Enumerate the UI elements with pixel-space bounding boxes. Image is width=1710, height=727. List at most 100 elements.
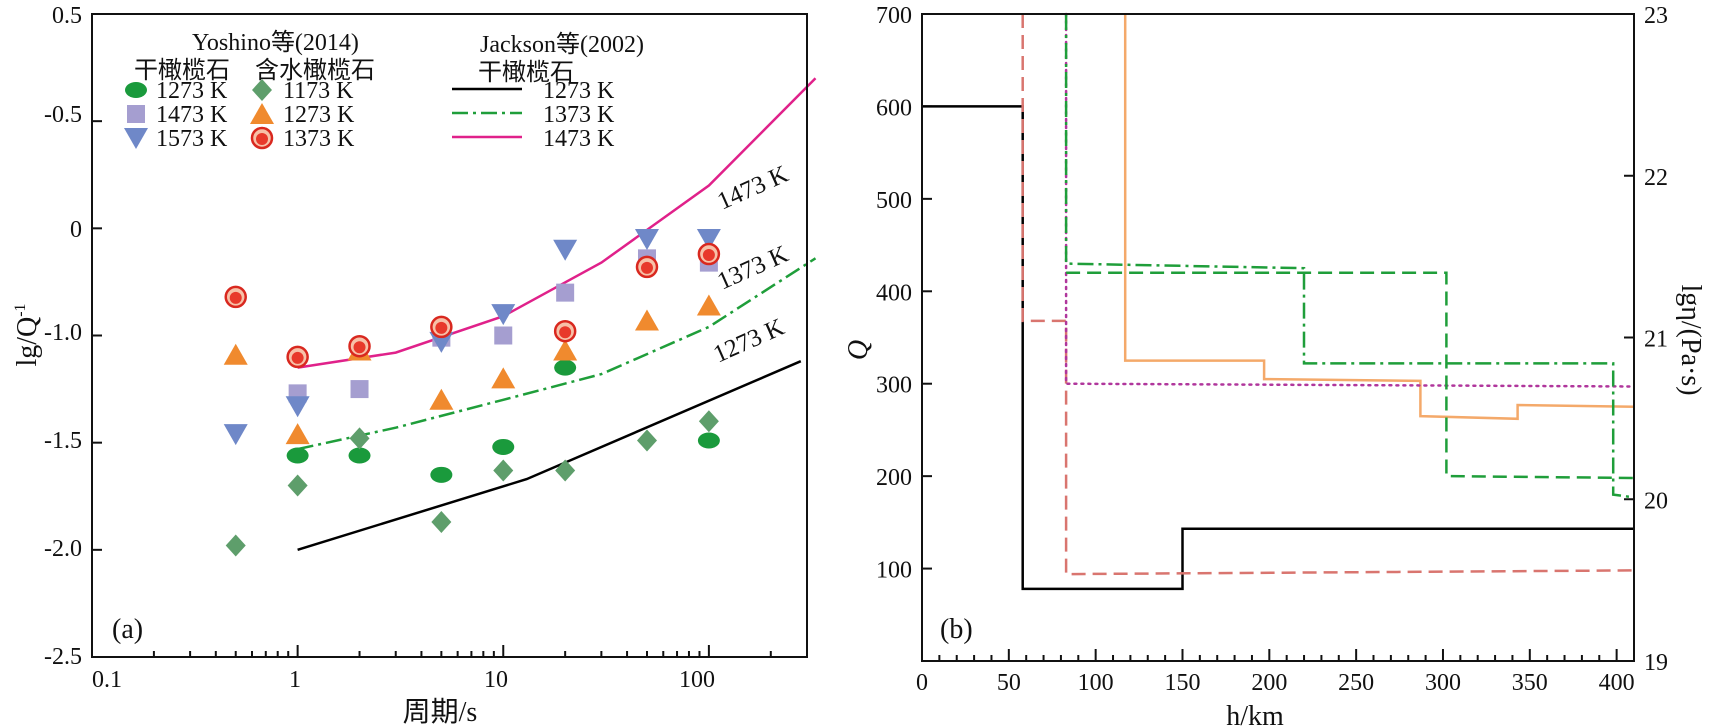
legend-marker-wet-1	[250, 103, 274, 124]
point-wet-1273k	[553, 339, 578, 361]
point-dry-1573k	[634, 229, 659, 251]
b-x-tick-label: 100	[1078, 670, 1114, 696]
b-y-tick-label: 100	[876, 558, 912, 584]
a-x-axis-label: 周期/s	[403, 697, 478, 727]
point-wet-1373k	[224, 285, 247, 309]
point-wet-1173k	[349, 427, 370, 450]
b-y2-tick-label: 22	[1644, 165, 1668, 191]
point-dry-1273k	[348, 447, 371, 464]
legend-marker-dry-2	[124, 128, 148, 149]
point-wet-1373k-core	[435, 321, 448, 334]
point-wet-1173k	[493, 459, 514, 482]
legend-yoshino-title: Yoshino等(2014)	[192, 29, 359, 56]
point-dry-1573k	[285, 396, 310, 418]
a-x-tick-label: 0.1	[92, 667, 122, 693]
legend-marker-wet-2	[250, 126, 274, 150]
b-x-tick-label: 400	[1599, 670, 1635, 696]
b-x-tick-label: 200	[1251, 670, 1287, 696]
b-x-tick-label: 150	[1164, 670, 1200, 696]
point-wet-1173k	[636, 429, 657, 452]
line-series-1473k	[297, 77, 817, 369]
panel-b-plot-frame	[921, 13, 1635, 662]
point-wet-1173k	[555, 459, 576, 482]
b-y-tick-label: 300	[876, 373, 912, 399]
point-dry-1273k	[697, 432, 720, 449]
point-wet-1273k	[634, 309, 659, 331]
panel-b-ticks: 100 200 300 400 500 600 700 19 20 21 22 23 0 50 100 150…	[876, 3, 1668, 696]
b-y-tick-label: 400	[876, 280, 912, 306]
legend-line-label-1: 1373 K	[543, 102, 615, 128]
panel-a-label: (a)	[112, 614, 143, 645]
b-x-tick-label: 0	[916, 670, 928, 696]
point-dry-1273k	[492, 438, 515, 455]
legend-label-wet-1: 1273 K	[283, 102, 355, 128]
legend-label-dry-2: 1573 K	[156, 126, 228, 152]
panel-b-line-series	[922, 12, 1636, 591]
point-wet-1373k-core	[353, 341, 366, 354]
point-wet-1173k	[698, 410, 719, 433]
point-dry-1473k	[556, 283, 575, 302]
point-wet-1273k	[696, 294, 721, 316]
a-y-tick-label: -2.5	[44, 644, 82, 670]
point-dry-1273k	[554, 359, 577, 376]
annotation-1273k: 1273 K	[709, 314, 788, 369]
panel-a: 0.5 -0.5 0 -1.0 -1.5 -2.0 -2.5 0.1 1 10 …	[12, 3, 817, 727]
point-dry-1573k	[491, 304, 516, 326]
legend-marker-dry-0	[125, 82, 147, 98]
point-wet-1373k-core	[229, 291, 242, 304]
b-series-orange-solid	[1123, 14, 1635, 421]
legend-wet-label: 含水橄榄石	[255, 57, 375, 84]
line-series-1273k	[297, 360, 802, 551]
b-series-green-dashed	[1066, 271, 1635, 480]
b-y2-tick-label: 23	[1644, 3, 1668, 29]
a-y-tick-label: -2.0	[44, 536, 82, 562]
a-y-axis-label-sup: -1	[12, 303, 29, 316]
a-y-tick-label: 0	[70, 217, 82, 243]
point-wet-1173k	[225, 534, 246, 557]
b-x-tick-label: 50	[997, 670, 1021, 696]
b-y-tick-label: 700	[876, 3, 912, 29]
point-dry-1573k	[223, 424, 248, 446]
point-wet-1173k	[287, 474, 308, 497]
b-series-red-dashed	[1021, 14, 1635, 576]
point-wet-1373k-core	[291, 351, 304, 364]
legend-dry-label: 干橄榄石	[134, 57, 230, 84]
legend-label-dry-1: 1473 K	[156, 102, 228, 128]
point-wet-1373k	[635, 255, 659, 279]
a-y-tick-label: -1.0	[44, 320, 82, 346]
point-dry-1573k	[553, 239, 578, 261]
point-dry-1473k	[350, 380, 369, 399]
b-y2-tick-label: 19	[1644, 650, 1668, 676]
point-wet-1273k	[223, 343, 248, 365]
point-wet-1373k	[430, 315, 453, 339]
legend-label-wet-0: 1173 K	[283, 78, 354, 104]
line-series-1373k	[297, 257, 817, 451]
legend-marker-wet-0	[252, 79, 272, 101]
b-y-tick-label: 200	[876, 465, 912, 491]
b-y2-tick-label: 20	[1644, 488, 1668, 514]
a-y-tick-label: -1.5	[44, 428, 82, 454]
point-dry-1573k	[429, 331, 454, 353]
a-x-tick-label: 10	[484, 667, 508, 693]
point-dry-1473k	[494, 326, 513, 345]
a-x-tick-label: 1	[289, 667, 301, 693]
b-series-green-dash-dot	[1064, 14, 1635, 499]
point-wet-1373k	[553, 319, 577, 343]
legend-line-label-2: 1473 K	[543, 126, 615, 152]
b-series-black-solid	[922, 105, 1634, 591]
legend-marker-wet-2-core	[256, 133, 268, 145]
panel-a-plot-frame	[91, 13, 808, 658]
a-x-tick-label: 100	[679, 667, 715, 693]
point-wet-1273k	[429, 388, 454, 410]
svg-text:lg/Q-1: lg/Q-1	[12, 303, 43, 366]
annotation-1373k: 1373 K	[713, 241, 792, 296]
a-y-axis-label: lg/Q-1	[12, 303, 43, 366]
point-wet-1173k	[431, 510, 452, 533]
point-wet-1373k	[286, 345, 309, 369]
b-y-tick-label: 600	[876, 95, 912, 121]
b-series-magenta-dotted	[1064, 12, 1636, 388]
legend-jackson-sub: 干橄榄石	[478, 59, 574, 86]
point-wet-1273k	[285, 423, 310, 445]
